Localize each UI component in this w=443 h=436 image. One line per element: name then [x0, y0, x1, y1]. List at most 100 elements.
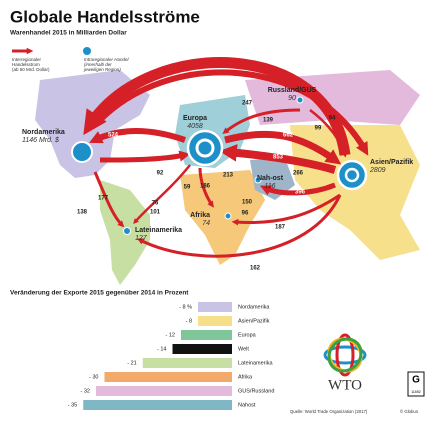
region-value: 116 [264, 183, 275, 190]
value-label: - 21 [127, 360, 136, 366]
region-value: 127 [135, 235, 148, 242]
globus-number: 11692 [411, 390, 421, 394]
legend-text: jeweiligen Region) [83, 67, 121, 72]
region-name: Afrika [190, 212, 210, 219]
flow-arrow [83, 57, 351, 156]
legend-text: Interregionaler [12, 57, 42, 62]
subtitle: Warenhandel 2015 in Milliarden Dollar [10, 30, 127, 37]
intraregional-icon [336, 159, 368, 191]
flow-label: 662 [283, 133, 294, 139]
flow-arrow [93, 171, 125, 228]
value-label: - 12 [166, 332, 175, 338]
africa-land [180, 170, 265, 265]
intraregional-icon [296, 96, 304, 104]
flow-label: 213 [223, 173, 234, 179]
bar [181, 330, 232, 340]
flow-label: 266 [293, 171, 304, 177]
flow-labels: 1 066 Mrd. $ 468 247 139 99 94 524 662 853 92 59 18… [77, 43, 336, 272]
region-value: 74 [202, 220, 210, 227]
asia-land [290, 125, 420, 260]
value-label: - 8 % [179, 304, 192, 310]
category-label: Asien/Pazifik [238, 318, 270, 324]
logo-ring [327, 337, 363, 373]
region-value: 2809 [369, 167, 386, 174]
flow-label: 150 [242, 200, 253, 206]
logo-ring [335, 333, 355, 377]
flow-label: 92 [157, 171, 164, 177]
region-name: Russland/GUS [268, 87, 317, 94]
bar [96, 386, 232, 396]
intraregional-icons [71, 96, 368, 235]
value-label: - 14 [157, 346, 166, 352]
logo-ring [323, 345, 367, 365]
flow-arrow [309, 109, 347, 158]
region-name: Lateinamerika [135, 227, 182, 234]
flow-label: 186 [200, 184, 211, 190]
flow-label: 94 [329, 116, 336, 122]
intraregional-icon-ring [195, 138, 215, 158]
flow-arrow [133, 164, 191, 225]
flow-arrow [219, 144, 337, 174]
flow-arrow [222, 108, 301, 135]
intraregional-icon-ring [344, 167, 360, 183]
flow-arrow [99, 150, 191, 163]
category-label: GUS/Russland [238, 388, 274, 394]
flow-label: 177 [98, 196, 109, 202]
flow-label: 139 [263, 118, 274, 124]
bar-chart: - 8 % Nordamerika - 8 Asien/Pazifik - 12 Euro… [68, 302, 274, 410]
flow-label: 468 [263, 56, 274, 62]
logo-text: WTO [328, 377, 362, 393]
flow-label: 247 [242, 101, 253, 107]
region-value: 4058 [187, 123, 203, 130]
flow-label: 59 [184, 185, 191, 191]
intraregional-icon [224, 212, 232, 220]
flow-arrow [260, 182, 336, 196]
chart-title: Veränderung der Exporte 2015 gegenüber 2… [10, 290, 189, 297]
flow-arrow [231, 193, 341, 226]
legend-text: (innerhalb der [84, 62, 112, 67]
category-label: Lateinamerika [238, 360, 273, 366]
flow-label: 162 [250, 266, 261, 272]
region-name: Nordamerika [22, 129, 65, 136]
logo-ring [327, 337, 363, 373]
region-value: 90 [288, 95, 296, 102]
flow-label: 96 [242, 211, 249, 217]
flows [83, 57, 369, 258]
globus-box [407, 371, 425, 397]
source: Quelle: World Trade Organization (2017) [290, 409, 368, 414]
category-label: Nahost [238, 402, 256, 408]
value-label: - 8 [186, 318, 192, 324]
region-name: Europa [183, 115, 207, 122]
value-label: - 30 [89, 374, 98, 380]
flow-arrow [198, 167, 214, 208]
category-label: Welt [238, 346, 249, 352]
flow-label: 138 [77, 210, 88, 216]
bar [142, 358, 232, 368]
bar [172, 344, 232, 354]
flow-label: 1 066 Mrd. $ [241, 43, 276, 49]
bar [104, 372, 232, 382]
category-label: Afrika [238, 374, 253, 380]
value-label: - 32 [81, 388, 90, 394]
category-label: Nordamerika [238, 304, 270, 310]
title: Globale Handelsströme [10, 7, 200, 26]
flow-arrow [137, 194, 342, 258]
value-label: - 35 [68, 402, 77, 408]
flow-label: 524 [108, 133, 119, 139]
bar [198, 302, 232, 312]
flow-label: 76 [152, 201, 159, 207]
intraregional-icon [123, 227, 131, 235]
legend-text: Intraregionaler Handel [84, 57, 130, 62]
bar [83, 400, 232, 410]
flow-label: 101 [150, 210, 161, 216]
credit: © Globus [400, 409, 418, 414]
legend-text: Handelsstrom [12, 62, 40, 67]
region-value: 1146 Mrd. $ [22, 137, 59, 144]
flow-label: 396 [295, 190, 306, 196]
legend-text: (ab 50 Mrd. Dollar) [12, 67, 50, 72]
intraregional-icon [254, 176, 262, 184]
flow-arrow [224, 130, 342, 165]
intraregional-icon [71, 141, 93, 163]
